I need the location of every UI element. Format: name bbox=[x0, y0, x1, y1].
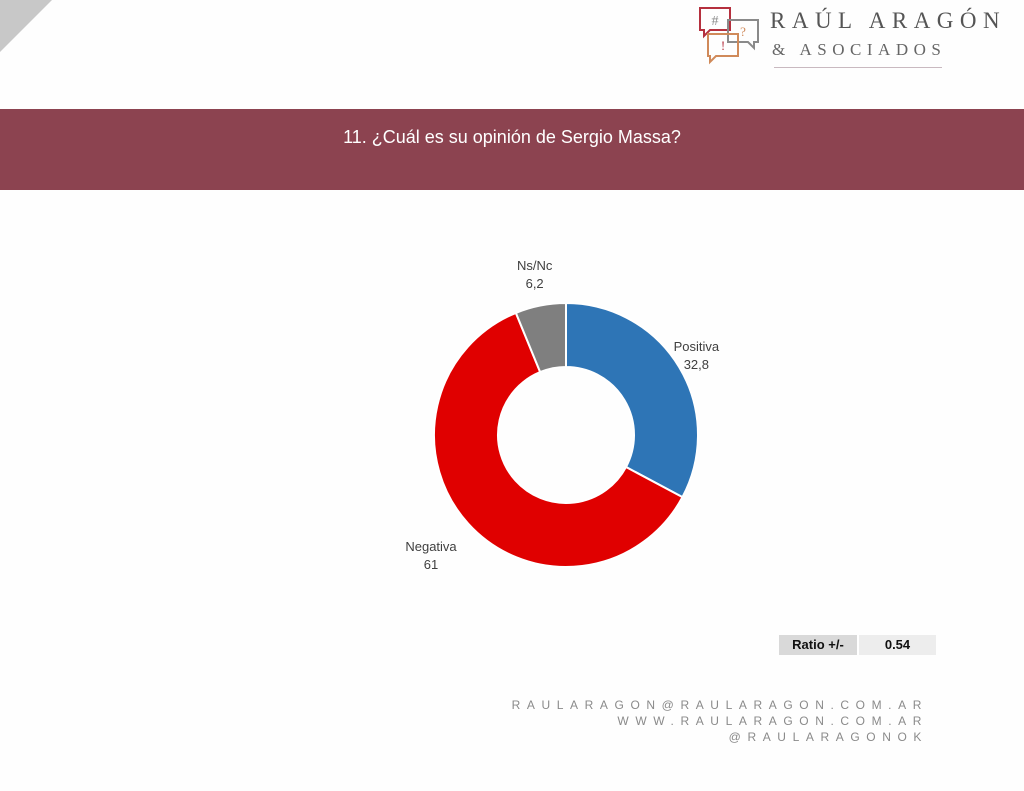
footer-email[interactable]: RAULARAGON@RAULARAGON.COM.AR bbox=[511, 698, 928, 712]
slice-category-label: Negativa bbox=[405, 539, 457, 554]
brand-subtitle: & ASOCIADOS bbox=[772, 40, 947, 59]
question-banner: 11. ¿Cuál es su opinión de Sergio Massa? bbox=[0, 109, 1024, 190]
question-title: 11. ¿Cuál es su opinión de Sergio Massa? bbox=[343, 127, 681, 147]
corner-fold-decoration bbox=[0, 0, 52, 52]
slice-positiva bbox=[565, 301, 699, 499]
ratio-value: 0.54 bbox=[859, 635, 936, 655]
speech-bubbles-icon: # ? ! bbox=[699, 7, 759, 65]
logo-glyph-hash: # bbox=[712, 14, 719, 29]
slice-category-label: Ns/Nc bbox=[517, 258, 553, 273]
donut-chart: Positiva 32,8 Negativa 61 Ns/Nc 6,2 bbox=[405, 258, 720, 572]
logo-glyph-exclaim: ! bbox=[721, 38, 725, 53]
data-label-positiva: Positiva 32,8 bbox=[674, 339, 720, 372]
slice-category-label: Positiva bbox=[674, 339, 720, 354]
contact-footer: RAULARAGON@RAULARAGON.COM.AR WWW.RAULARA… bbox=[512, 697, 928, 745]
brand-logo: # ? ! RAÚL ARAGÓN & ASOCIADOS bbox=[696, 4, 1006, 68]
slice-ns-nc bbox=[514, 301, 567, 374]
ratio-label: Ratio +/- bbox=[779, 635, 857, 655]
slice-value-label: 6,2 bbox=[526, 276, 544, 291]
ratio-divider bbox=[857, 635, 859, 655]
footer-website[interactable]: WWW.RAULARAGON.COM.AR bbox=[617, 714, 928, 728]
ratio-table: Ratio +/- 0.54 bbox=[779, 635, 936, 655]
data-label-negativa: Negativa 61 bbox=[405, 539, 457, 572]
slice-value-label: 32,8 bbox=[684, 357, 709, 372]
slice-value-label: 61 bbox=[424, 557, 438, 572]
footer-handle[interactable]: @RAULARAGONOK bbox=[728, 730, 928, 744]
brand-underline bbox=[774, 67, 942, 68]
logo-glyph-question: ? bbox=[740, 24, 746, 39]
slice-negativa bbox=[433, 311, 684, 568]
brand-name: RAÚL ARAGÓN bbox=[770, 8, 1007, 33]
data-label-ns-nc: Ns/Nc 6,2 bbox=[517, 258, 553, 291]
